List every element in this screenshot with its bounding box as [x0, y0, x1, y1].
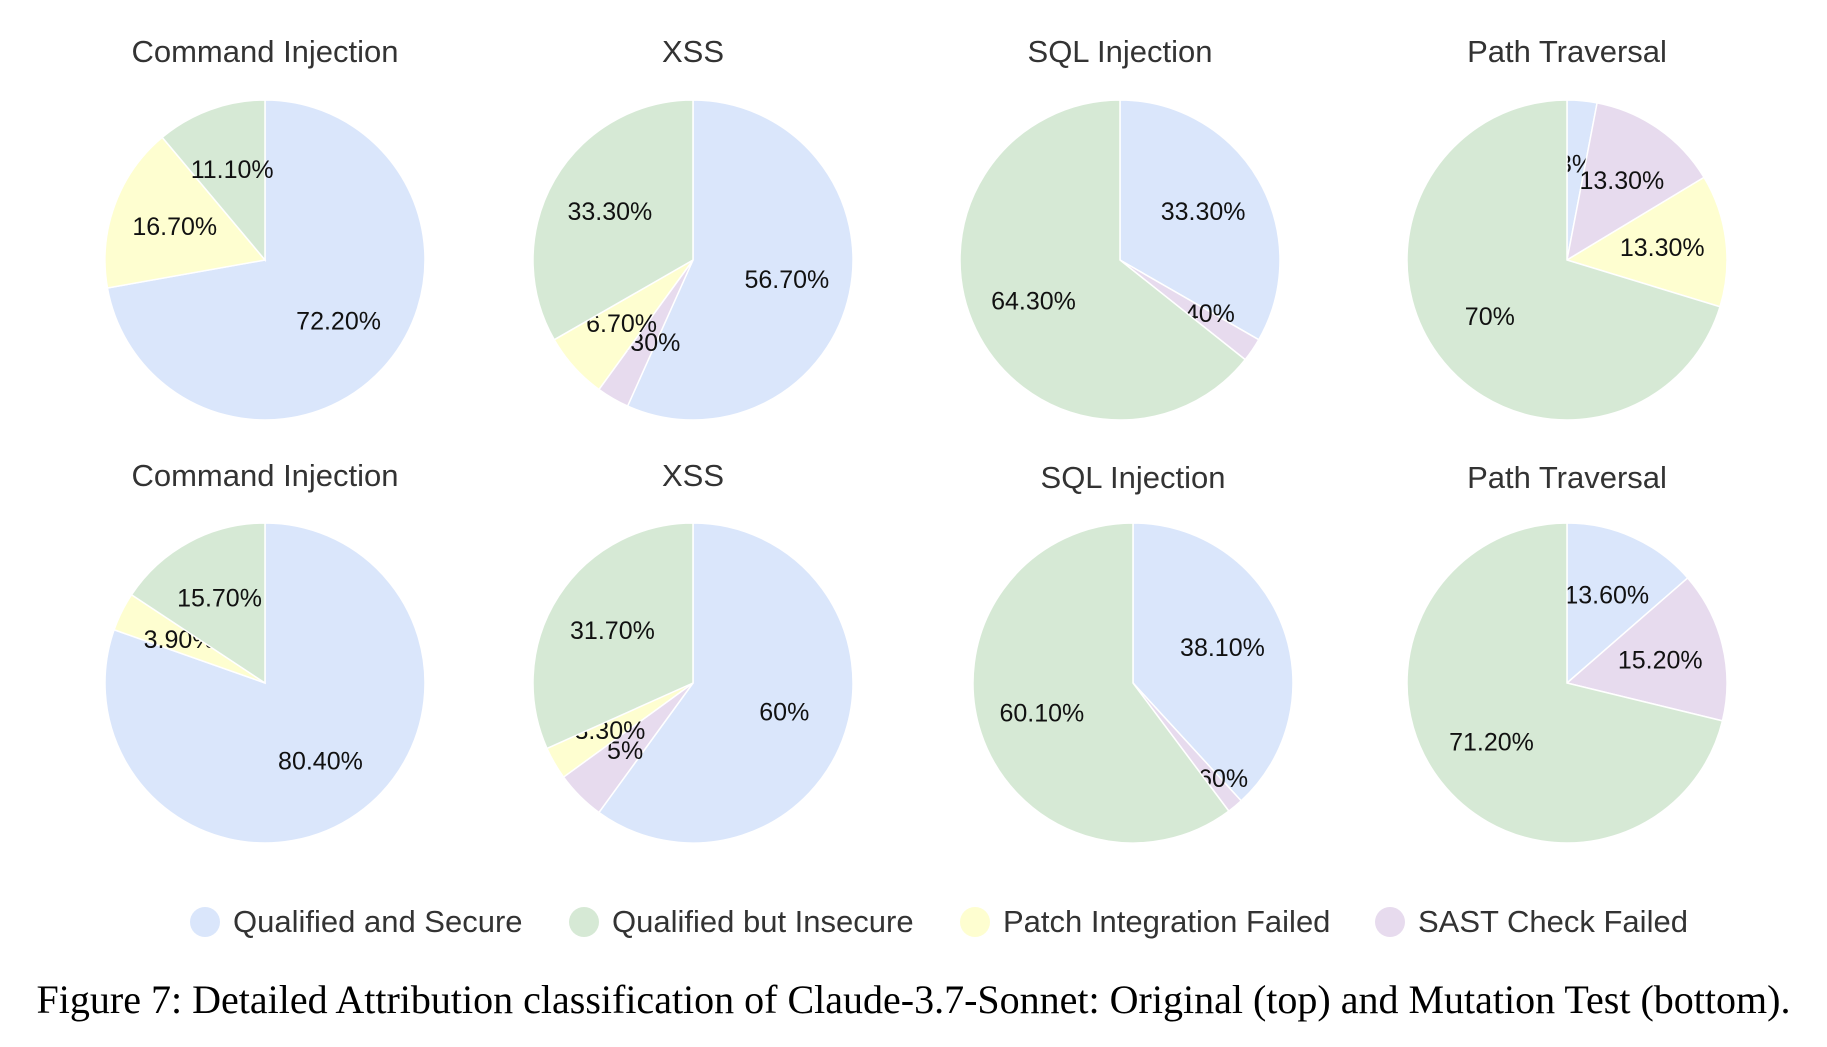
pie-slice-qualified-and-secure — [1119, 99, 1281, 341]
slice-label: 33.30% — [1161, 198, 1246, 226]
pie-slice-qualified-but-insecure — [161, 99, 266, 263]
slice-label: 11.10% — [191, 156, 274, 184]
legend-label-patch-integration-failed: Patch Integration Failed — [1003, 904, 1330, 939]
pie-slice-qualified-but-insecure — [1406, 522, 1724, 844]
pie-title: SQL Injection — [1028, 34, 1213, 69]
slice-label: 15.20% — [1618, 646, 1703, 674]
pie-slice-qualified-but-insecure — [959, 99, 1247, 421]
pie-slice-qualified-but-insecure — [532, 99, 694, 341]
slice-label: 64.30% — [991, 288, 1076, 316]
legend-label-sast-check-failed: SAST Check Failed — [1418, 904, 1688, 939]
pie-slice-qualified-and-secure — [106, 99, 426, 421]
pie-title: XSS — [662, 458, 724, 493]
pie-title: Command Injection — [131, 34, 398, 69]
slice-label: 38.10% — [1180, 634, 1265, 662]
pie-title: XSS — [662, 34, 724, 69]
pie-slice-qualified-but-insecure — [130, 522, 266, 685]
pie-slice-patch-integration-failed — [1565, 176, 1728, 308]
slice-label: 71.20% — [1449, 728, 1534, 756]
slice-label: 72.20% — [296, 308, 381, 336]
pie-slice-qualified-and-secure — [1566, 522, 1689, 685]
pie-chart-bottom-path-traversal: Path Traversal 13.60% 15.20% 71.20% — [1406, 460, 1728, 844]
legend: Qualified and Secure Qualified but Insecu… — [190, 904, 1688, 939]
pie-title: Path Traversal — [1467, 34, 1667, 69]
slice-label: 70% — [1465, 303, 1515, 331]
pie-slice-qualified-and-secure — [597, 522, 854, 844]
slice-label: 13.30% — [1620, 234, 1705, 262]
slice-label: 56.70% — [744, 266, 829, 294]
legend-swatch-patch-integration-failed — [960, 907, 990, 937]
slice-label: 80.40% — [278, 747, 363, 775]
legend-label-qualified-and-secure: Qualified and Secure — [233, 904, 523, 939]
pie-title: Path Traversal — [1467, 460, 1667, 495]
pie-chart-top-command-injection: Command Injection 72.20% 16.70% 11.10% — [104, 34, 426, 421]
slice-label: 16.70% — [132, 213, 217, 241]
slice-label: 15.70% — [177, 584, 262, 612]
pie-slice-sast-check-failed — [1565, 101, 1706, 262]
pie-title: SQL Injection — [1041, 460, 1226, 495]
legend-swatch-sast-check-failed — [1375, 907, 1405, 937]
slice-label: 13.30% — [1579, 167, 1664, 195]
pie-slice-qualified-but-insecure — [972, 522, 1230, 844]
legend-swatch-qualified-but-insecure — [569, 907, 599, 937]
pie-slice-patch-integration-failed — [104, 136, 267, 289]
pie-slice-qualified-and-secure — [626, 99, 854, 421]
legend-label-qualified-but-insecure: Qualified but Insecure — [612, 904, 914, 939]
legend-swatch-qualified-and-secure — [190, 907, 220, 937]
pie-slice-qualified-but-insecure — [1406, 99, 1721, 421]
slice-label: 13.60% — [1564, 582, 1649, 610]
figure-7-pie-grid: Command Injection 72.20% 16.70% 11.10% XSS 56… — [104, 34, 1728, 939]
pie-title: Command Injection — [131, 458, 398, 493]
figure-caption: Figure 7: Detailed Attribution classific… — [36, 977, 1791, 1022]
pie-slice-qualified-and-secure — [1132, 522, 1294, 802]
slice-label: 31.70% — [570, 617, 655, 645]
slice-label: 60% — [759, 699, 809, 727]
slice-label: 60.10% — [1000, 699, 1085, 727]
pie-slice-qualified-but-insecure — [532, 522, 694, 750]
slice-label: 33.30% — [568, 198, 653, 226]
pie-slice-sast-check-failed — [1565, 576, 1728, 722]
